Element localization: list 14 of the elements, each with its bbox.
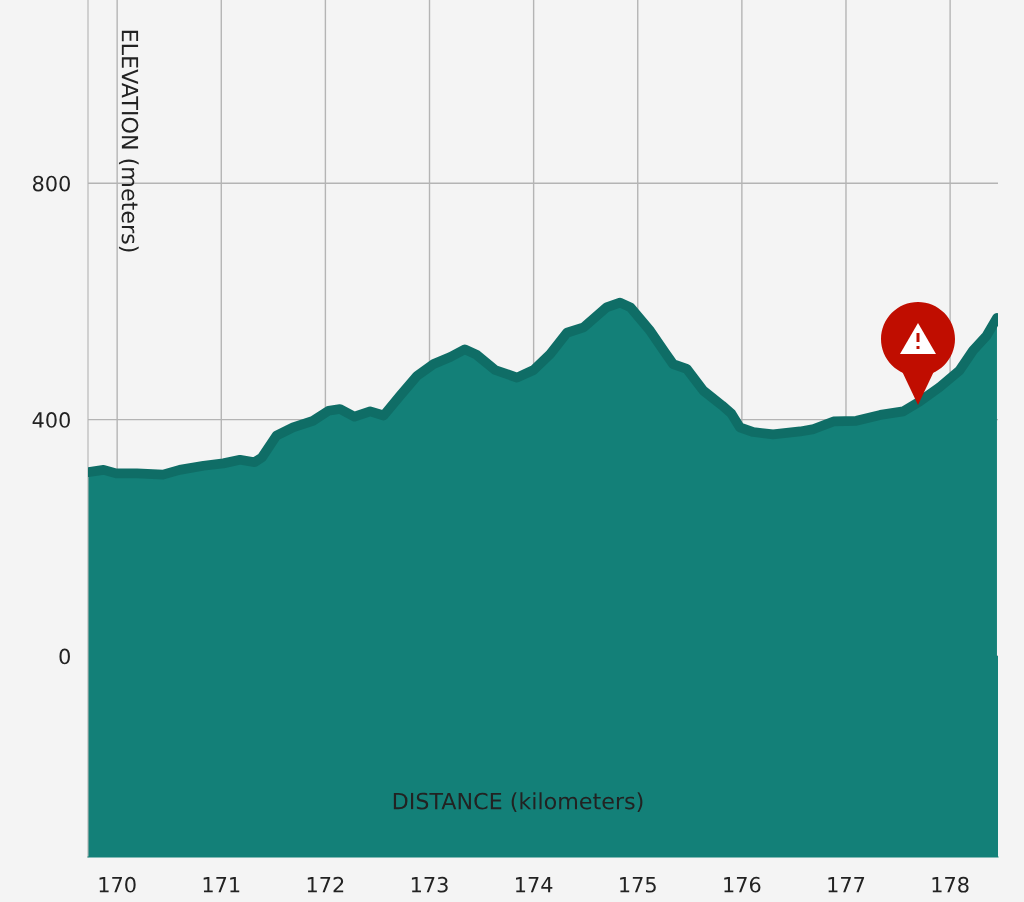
x-tick-label: 173 <box>411 876 448 893</box>
y-tick-label: 800 <box>32 175 70 192</box>
x-tick-label: 170 <box>99 876 136 893</box>
x-tick-label: 178 <box>932 876 969 893</box>
y-tick-label: 400 <box>32 412 70 428</box>
x-tick-label: 174 <box>516 877 553 893</box>
x-tick-label: 171 <box>203 877 240 893</box>
x-axis-title: DISTANCE (kilometers) <box>393 792 643 813</box>
x-tick-label: 175 <box>620 877 656 893</box>
x-tick-label: 176 <box>724 876 761 893</box>
x-tick-label: 172 <box>307 876 344 893</box>
y-axis-title: ELEVATION (meters) <box>118 30 139 252</box>
y-tick-label: 0 <box>59 648 70 665</box>
x-tick-label: 177 <box>828 877 865 893</box>
